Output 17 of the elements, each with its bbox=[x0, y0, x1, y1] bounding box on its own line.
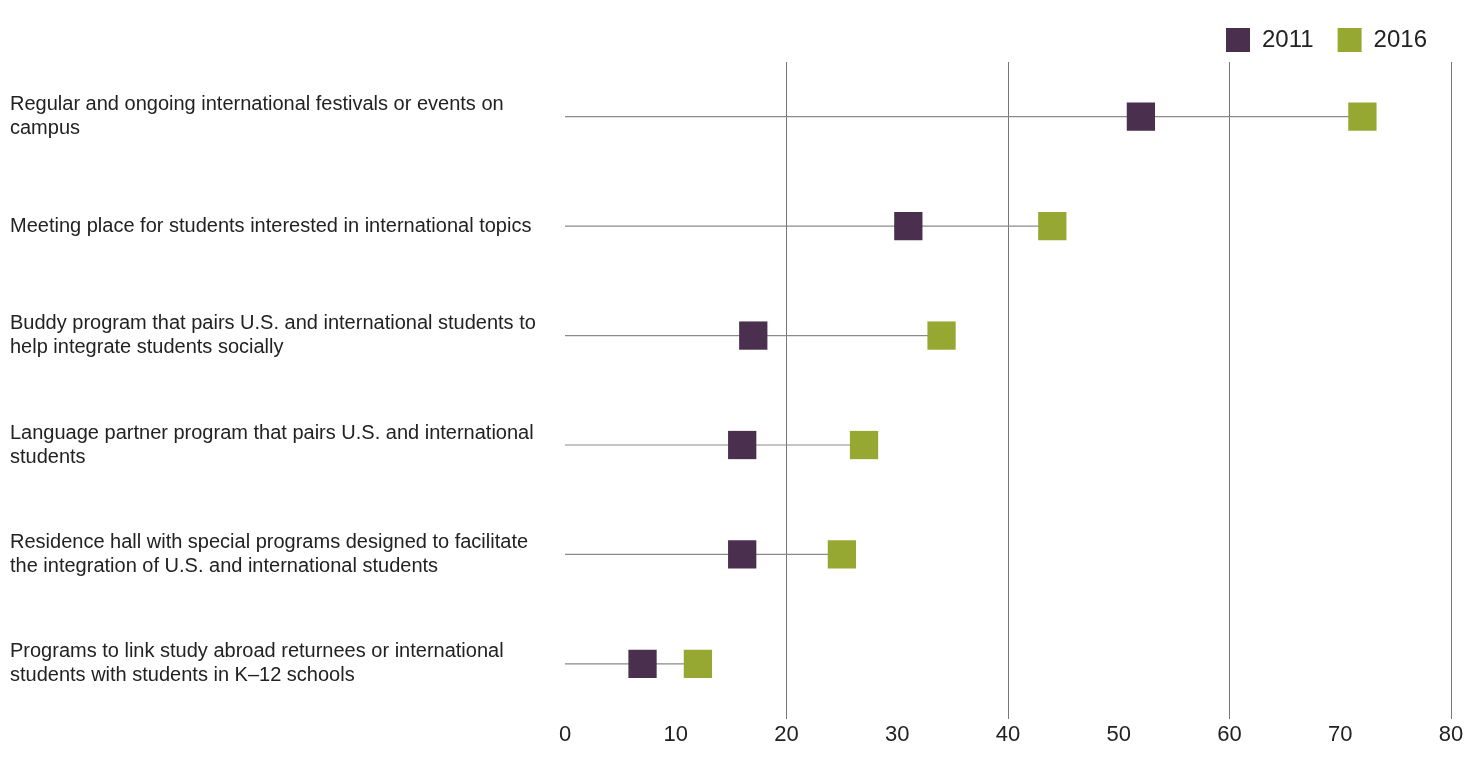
y-tick-label: Programs to link study abroad returnees or international students with students in K–12 schools bbox=[10, 639, 504, 686]
x-tick-label: 0 bbox=[558, 720, 572, 746]
legend-label: 2011 bbox=[1262, 24, 1314, 52]
x-tick-label: 20 bbox=[774, 720, 799, 746]
y-tick-label: Buddy program that pairs U.S. and international students to help integrate students socially bbox=[10, 311, 536, 358]
legend-label: 2016 bbox=[1373, 24, 1427, 52]
y-tick-label: Regular and ongoing international festivals or events on campus bbox=[10, 92, 504, 139]
x-tick-label: 40 bbox=[995, 720, 1021, 746]
x-tick-label: 50 bbox=[1106, 720, 1131, 746]
y-tick-label: Meeting place for students interested in international topics bbox=[10, 213, 532, 236]
x-tick-label: 70 bbox=[1328, 720, 1353, 746]
x-tick-label: 10 bbox=[663, 720, 688, 746]
y-tick-label: Residence hall with special programs designed to facilitate the integration of U.S. and international students bbox=[10, 529, 529, 576]
y-tick-label: Language partner program that pairs U.S. and international students bbox=[10, 420, 534, 467]
x-tick-label: 80 bbox=[1438, 720, 1464, 746]
x-tick-label: 30 bbox=[885, 720, 910, 746]
x-tick-label: 60 bbox=[1217, 720, 1242, 746]
